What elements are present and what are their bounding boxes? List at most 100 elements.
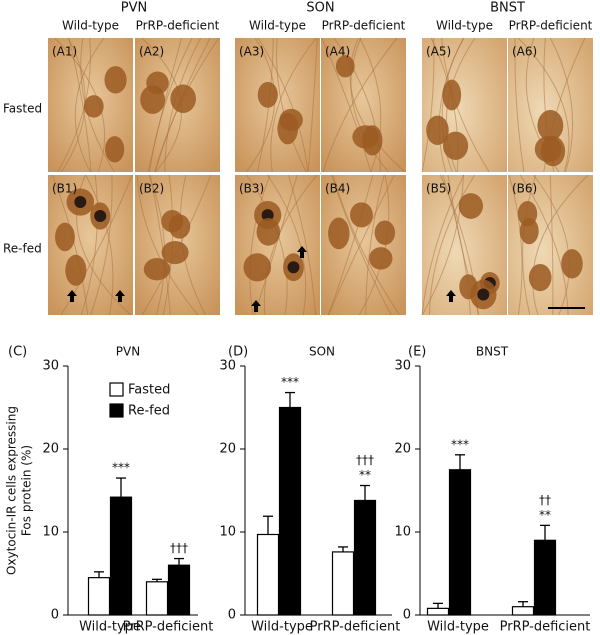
panel-label: (A1) [52,45,77,59]
cell [277,112,299,145]
legend-label: Fasted [128,383,170,398]
y-tick-label: 20 [42,442,59,457]
cell [561,249,583,279]
fos-nucleus [287,261,300,274]
y-tick-label: 0 [51,608,59,623]
fiber [263,174,318,316]
fiber [51,174,89,316]
fiber [522,174,537,316]
legend-swatch [109,382,124,397]
fiber [85,174,114,316]
row-label: Re-fed [3,242,42,256]
fos-nucleus [94,210,107,223]
fiber [514,37,525,173]
panel-label: (B2) [139,182,164,196]
bar [109,496,133,616]
x-tick-label: PrRP-deficient [500,620,591,635]
region-title: PVN [121,1,147,16]
significance-star: *** [112,461,130,475]
bar [145,581,169,616]
bar [87,577,111,616]
cell [537,109,564,142]
cell [328,217,350,250]
y-tick-label: 20 [394,442,411,457]
fiber [421,37,435,173]
x-tick-label: Wild-type [79,620,141,635]
micrograph: (A3) [235,37,320,173]
y-tick-label: 20 [219,442,236,457]
panel-label: (A6) [512,45,537,59]
cell [528,264,552,292]
cell [540,135,566,167]
significance-dagger: †† [539,493,551,507]
micrograph: (B3) [235,174,320,316]
micrograph: (A2) [135,37,220,173]
arrow [446,290,456,302]
chart-title: BNST [476,345,509,359]
cell [442,131,469,160]
y-tick-label: 0 [403,608,411,623]
fiber [270,37,317,173]
panel-label: (A3) [239,45,264,59]
micrograph: (A6) [508,37,593,173]
significance-dagger: ††† [356,453,374,467]
micrograph-background [508,175,593,315]
cell [350,202,373,228]
fiber [257,37,309,173]
fiber [549,37,574,173]
fiber [136,174,199,316]
column-label: PrRP-deficient [322,19,406,33]
micrograph: (A5) [421,37,507,173]
fiber [365,174,385,316]
panel-label: (B1) [52,182,77,196]
panel-label: (B6) [512,182,537,196]
column-label: Wild-type [436,19,493,33]
cell [170,84,196,114]
x-tick-label: Wild-type [427,620,489,635]
arrow [115,290,125,302]
cell [104,66,127,94]
micrograph: (A1) [48,37,133,173]
fos-nucleus [477,288,490,301]
panel-label: (A2) [139,45,164,59]
panel-label: (B3) [239,182,264,196]
legend-label: Re-fed [128,404,170,419]
cell [105,136,125,163]
cell [83,95,104,118]
fiber [307,37,318,173]
panel-label: (C) [8,345,27,360]
significance-star: *** [451,437,469,451]
y-tick-label: 10 [42,525,59,540]
arrow [251,300,261,312]
micrograph-background [321,38,406,172]
panel-label: (A4) [325,45,350,59]
cell [243,253,272,282]
y-tick-label: 30 [394,359,411,374]
fiber [532,174,589,316]
fiber [148,174,166,316]
panel-label: (D) [228,345,248,360]
region-title: BNST [490,1,525,16]
column-label: PrRP-deficient [509,19,593,33]
micrograph: (B4) [321,174,406,316]
fiber [276,37,307,173]
significance-star: ** [539,508,551,522]
fiber [508,174,523,316]
cell [458,193,484,219]
micrograph-background [235,175,320,315]
fos-nucleus [261,209,274,222]
fiber [245,37,276,173]
panel-label: (B4) [325,182,350,196]
arrow [297,246,307,258]
fiber [322,37,398,173]
fiber [90,174,113,316]
cell [140,85,166,114]
y-tick-label: 10 [394,525,411,540]
x-tick-label: PrRP-deficient [123,620,214,635]
cell [143,258,171,281]
fiber [519,174,569,316]
fiber [549,174,554,316]
column-label: PrRP-deficient [136,19,220,33]
fiber [441,37,464,173]
